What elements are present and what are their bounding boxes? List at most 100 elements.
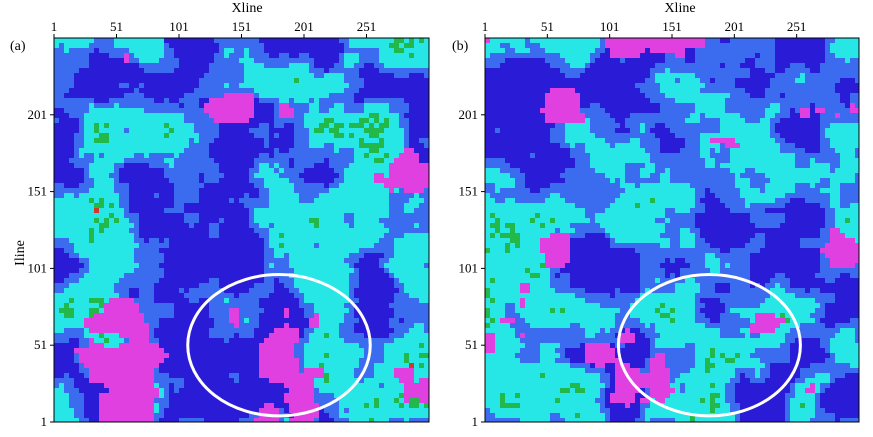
heatmap-cell — [154, 73, 159, 78]
heatmap-cell — [344, 228, 349, 233]
heatmap-cell — [89, 123, 94, 128]
heatmap-cell — [319, 303, 324, 308]
heatmap-cell — [79, 203, 84, 208]
heatmap-cell — [274, 223, 279, 228]
heatmap-cell — [144, 203, 149, 208]
heatmap-cell — [404, 98, 409, 103]
heatmap-cell — [324, 323, 329, 328]
heatmap-cell — [329, 203, 334, 208]
heatmap-cell — [119, 43, 124, 48]
heatmap-cell — [234, 233, 239, 238]
heatmap-cell — [69, 78, 74, 83]
heatmap-cell — [389, 288, 394, 293]
heatmap-cell — [259, 253, 264, 258]
heatmap-cell — [349, 243, 354, 248]
heatmap-cell — [209, 63, 214, 68]
heatmap-cell — [144, 348, 149, 353]
heatmap-cell — [274, 283, 279, 288]
heatmap-cell — [259, 228, 264, 233]
heatmap-cell — [214, 283, 219, 288]
heatmap-cell — [104, 318, 109, 323]
heatmap-cell — [319, 353, 324, 358]
heatmap-cell — [344, 93, 349, 98]
heatmap-cell — [369, 363, 374, 368]
heatmap-cell — [314, 138, 319, 143]
heatmap-cell — [354, 148, 359, 153]
heatmap-cell — [314, 123, 319, 128]
heatmap-cell — [419, 323, 424, 328]
heatmap-cell — [234, 343, 239, 348]
heatmap-cell — [364, 223, 369, 228]
heatmap-cell — [99, 148, 104, 153]
heatmap-cell — [119, 113, 124, 118]
heatmap-cell — [269, 208, 274, 213]
heatmap-cell — [204, 253, 209, 258]
heatmap-cell — [284, 98, 289, 103]
heatmap-cell — [264, 63, 269, 68]
heatmap-cell — [79, 113, 84, 118]
heatmap-cell — [304, 153, 309, 158]
heatmap-cell — [94, 283, 99, 288]
heatmap-cell — [319, 113, 324, 118]
heatmap-cell — [299, 68, 304, 73]
heatmap-cell — [404, 293, 409, 298]
heatmap-cell — [309, 323, 314, 328]
heatmap-cell — [84, 163, 89, 168]
heatmap-cell — [274, 63, 279, 68]
heatmap-cell — [334, 338, 339, 343]
heatmap-cell — [279, 78, 284, 83]
heatmap-cell — [184, 288, 189, 293]
heatmap-cell — [314, 88, 319, 93]
heatmap-cell — [374, 148, 379, 153]
heatmap-cell — [384, 98, 389, 103]
heatmap-cell — [174, 73, 179, 78]
heatmap-cell — [129, 333, 134, 338]
heatmap-cell — [379, 183, 384, 188]
heatmap-cell — [319, 48, 324, 53]
heatmap-cell — [54, 53, 59, 58]
heatmap-cell — [264, 68, 269, 73]
heatmap-cell — [389, 173, 394, 178]
heatmap-cell — [269, 193, 274, 198]
heatmap-cell — [129, 143, 134, 148]
heatmap-cell — [214, 88, 219, 93]
heatmap-cell — [334, 213, 339, 218]
heatmap-cell — [274, 148, 279, 153]
heatmap-cell — [329, 323, 334, 328]
heatmap-cell — [294, 233, 299, 238]
heatmap-cell — [229, 333, 234, 338]
heatmap-cell — [204, 163, 209, 168]
heatmap-cell — [119, 223, 124, 228]
heatmap-cell — [109, 308, 114, 313]
heatmap-cell — [324, 238, 329, 243]
heatmap-cell — [259, 143, 264, 148]
heatmap-cell — [154, 338, 159, 343]
heatmap-cell — [409, 38, 414, 43]
heatmap-cell — [184, 43, 189, 48]
heatmap-cell — [409, 248, 414, 253]
heatmap-cell — [379, 353, 384, 358]
heatmap-cell — [164, 343, 169, 348]
heatmap-cell — [354, 173, 359, 178]
heatmap-cell — [129, 193, 134, 198]
heatmap-cell — [149, 93, 154, 98]
heatmap-cell — [99, 193, 104, 198]
heatmap-cell — [394, 333, 399, 338]
heatmap-cell — [194, 218, 199, 223]
heatmap-cell — [114, 73, 119, 78]
heatmap-cell — [299, 348, 304, 353]
heatmap-cell — [154, 268, 159, 273]
heatmap-cell — [379, 303, 384, 308]
heatmap-cell — [74, 293, 79, 298]
heatmap-cell — [164, 263, 169, 268]
heatmap-cell — [149, 198, 154, 203]
heatmap-cell — [264, 343, 269, 348]
heatmap-cell — [254, 108, 259, 113]
heatmap-cell — [259, 348, 264, 353]
heatmap-cell — [159, 263, 164, 268]
heatmap-cell — [379, 263, 384, 268]
heatmap-cell — [409, 193, 414, 198]
heatmap-cell — [344, 193, 349, 198]
heatmap-cell — [269, 88, 274, 93]
heatmap-cell — [359, 363, 364, 368]
